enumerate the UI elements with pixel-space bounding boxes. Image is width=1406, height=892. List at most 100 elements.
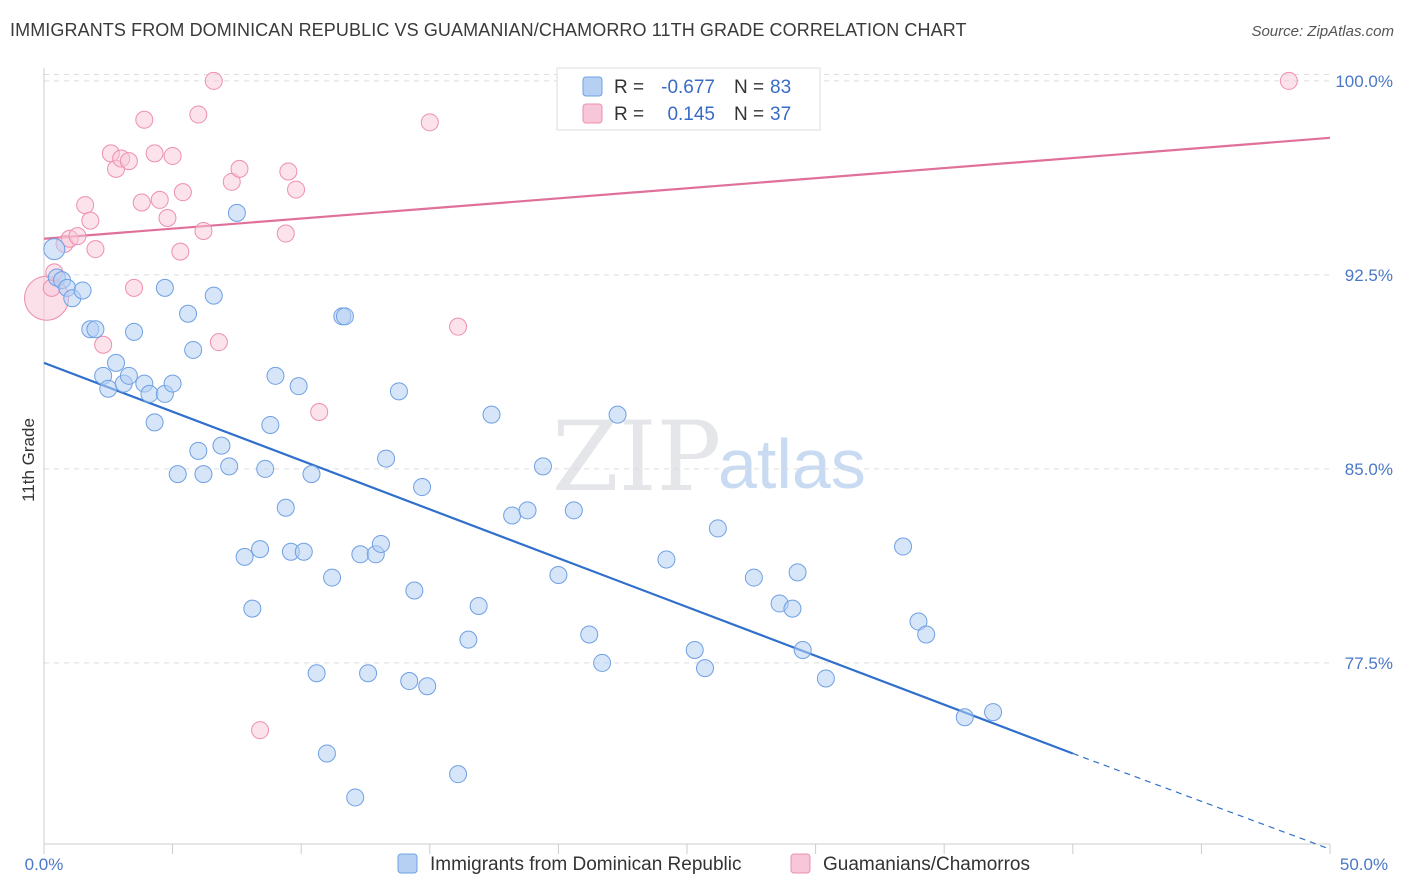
legend-blue-n-value: 83 <box>770 77 791 98</box>
point-dominican <box>194 465 213 484</box>
point-dominican <box>469 597 488 616</box>
legend-pink-n-label: N = <box>734 104 764 125</box>
point-guamanian <box>420 113 439 132</box>
point-dominican <box>235 547 254 566</box>
point-guamanian <box>276 224 295 243</box>
point-guamanian <box>310 403 329 422</box>
bottom-legend-pink-label: Guamanians/Chamorros <box>823 854 1030 875</box>
point-dominican <box>371 534 390 553</box>
point-dominican <box>783 599 802 618</box>
legend-pink-r-label: R = <box>614 104 644 125</box>
point-dominican <box>482 405 501 424</box>
point-dominican <box>793 641 812 659</box>
point-guamanian <box>189 105 208 124</box>
point-dominican <box>696 659 715 678</box>
point-dominican <box>266 366 285 385</box>
point-dominican <box>163 374 182 393</box>
legend-pink-n-value: 37 <box>770 104 791 125</box>
point-dominican <box>86 320 105 339</box>
point-dominican <box>251 540 270 559</box>
point-dominican <box>43 238 66 261</box>
watermark-zip: ZIP <box>552 401 721 513</box>
point-dominican <box>377 449 396 468</box>
point-dominican <box>294 542 313 561</box>
trendlines <box>43 136 1331 850</box>
x-tick-label-min: 0.0% <box>25 855 64 874</box>
point-dominican <box>955 708 974 727</box>
x-tick-label-max: 50.0% <box>1340 855 1388 874</box>
point-dominican <box>145 413 164 432</box>
bottom-legend-blue-label: Immigrants from Dominican Republic <box>430 854 742 875</box>
point-dominican <box>125 322 144 341</box>
series-dominican-points <box>43 203 1003 807</box>
x-ticks <box>43 844 1331 854</box>
point-guamanian <box>119 152 138 171</box>
y-tick-label: 85.0% <box>1345 460 1393 479</box>
point-guamanian <box>287 180 306 199</box>
trendline-dominican-extension <box>1072 752 1331 850</box>
point-guamanian <box>204 71 223 90</box>
point-dominican <box>323 568 342 587</box>
point-guamanian <box>171 242 190 261</box>
point-dominican <box>189 441 208 460</box>
point-guamanian <box>86 240 105 259</box>
point-dominican <box>155 278 174 297</box>
point-guamanian <box>230 159 249 178</box>
point-dominican <box>99 379 118 398</box>
point-dominican <box>359 664 378 683</box>
point-dominican <box>449 765 468 784</box>
y-tick-label: 77.5% <box>1345 654 1393 673</box>
point-dominican <box>351 545 370 564</box>
legend-blue-n-label: N = <box>734 77 764 98</box>
point-dominican <box>816 669 835 688</box>
point-dominican <box>459 630 478 649</box>
point-dominican <box>227 203 246 222</box>
point-dominican <box>107 353 126 372</box>
trendline-dominican <box>43 361 1074 755</box>
bottom-legend-pink-swatch <box>790 853 811 874</box>
point-dominican <box>413 478 432 497</box>
point-dominican <box>518 501 537 520</box>
point-guamanian <box>94 335 113 354</box>
point-dominican <box>549 565 568 584</box>
y-tick-label: 100.0% <box>1335 72 1393 91</box>
point-dominican <box>243 599 262 618</box>
point-guamanian <box>125 278 144 297</box>
point-dominican <box>405 581 424 600</box>
point-dominican <box>168 465 187 484</box>
watermark-atlas: atlas <box>718 425 866 503</box>
point-guamanian <box>135 110 154 129</box>
point-guamanian <box>449 317 468 336</box>
point-dominican <box>708 519 727 538</box>
y-axis-label: 11th Grade <box>19 418 38 502</box>
point-dominican <box>593 653 612 672</box>
chart-title: IMMIGRANTS FROM DOMINICAN REPUBLIC VS GU… <box>10 20 967 40</box>
point-dominican <box>302 465 321 484</box>
point-guamanian <box>1279 71 1298 90</box>
point-guamanian <box>81 211 100 230</box>
point-guamanian <box>209 333 228 352</box>
point-guamanian <box>145 144 164 163</box>
point-dominican <box>608 405 627 424</box>
point-dominican <box>400 672 419 691</box>
point-guamanian <box>194 221 213 240</box>
point-dominican <box>261 415 280 434</box>
point-guamanian <box>279 162 298 181</box>
point-dominican <box>657 550 676 569</box>
trendline-guamanian <box>43 136 1331 240</box>
stats-legend: R = -0.677 N = 83 R = 0.145 N = 37 <box>556 67 821 131</box>
point-guamanian <box>158 209 177 228</box>
series-legend: Immigrants from Dominican Republic Guama… <box>397 853 1030 875</box>
point-guamanian <box>68 227 87 246</box>
y-tick-labels: 100.0% 92.5% 85.0% 77.5% <box>1335 72 1393 673</box>
point-guamanian <box>251 721 270 740</box>
point-dominican <box>289 377 308 396</box>
point-dominican <box>317 744 336 763</box>
point-guamanian <box>163 146 182 165</box>
point-dominican <box>119 366 138 385</box>
point-dominican <box>73 281 92 300</box>
point-dominican <box>580 625 599 644</box>
point-dominican <box>418 677 437 696</box>
bottom-legend-blue-swatch <box>397 853 418 874</box>
